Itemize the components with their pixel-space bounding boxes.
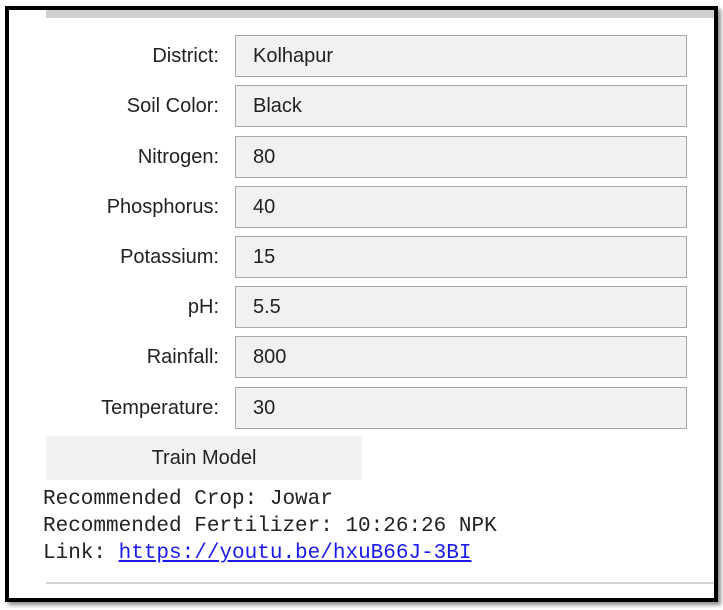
bottom-separator bbox=[46, 582, 714, 584]
district-row: District: bbox=[9, 35, 714, 79]
temperature-label: Temperature: bbox=[101, 397, 219, 419]
phosphorus-row: Phosphorus: bbox=[9, 186, 714, 230]
widget-panel: District: Soil Color: Nitrogen: Phosphor… bbox=[5, 6, 718, 602]
district-label: District: bbox=[152, 45, 219, 67]
link-label: Link: bbox=[43, 542, 119, 565]
phosphorus-input[interactable] bbox=[235, 186, 687, 228]
soil-color-label: Soil Color: bbox=[126, 95, 219, 117]
ph-input[interactable] bbox=[235, 286, 687, 328]
ph-label: pH: bbox=[187, 296, 219, 318]
potassium-row: Potassium: bbox=[9, 236, 714, 280]
output-area: Recommended Crop: Jowar Recommended Ferti… bbox=[43, 486, 497, 567]
phosphorus-label: Phosphorus: bbox=[106, 196, 219, 218]
potassium-input[interactable] bbox=[235, 236, 687, 278]
recommended-fertilizer-text: Recommended Fertilizer: 10:26:26 NPK bbox=[43, 515, 497, 538]
top-separator bbox=[46, 10, 714, 18]
recommended-crop-text: Recommended Crop: Jowar bbox=[43, 488, 333, 511]
rainfall-label: Rainfall: bbox=[146, 346, 219, 368]
nitrogen-row: Nitrogen: bbox=[9, 136, 714, 180]
video-link[interactable]: https://youtu.be/hxuB66J-3BI bbox=[118, 542, 472, 565]
rainfall-row: Rainfall: bbox=[9, 336, 714, 380]
nitrogen-label: Nitrogen: bbox=[137, 146, 219, 168]
temperature-input[interactable] bbox=[235, 387, 687, 429]
link-line: Link: https://youtu.be/hxuB66J-3BI bbox=[43, 540, 497, 567]
district-input[interactable] bbox=[235, 35, 687, 77]
soil-color-row: Soil Color: bbox=[9, 85, 714, 129]
nitrogen-input[interactable] bbox=[235, 136, 687, 178]
ph-row: pH: bbox=[9, 286, 714, 330]
train-model-button[interactable]: Train Model bbox=[46, 436, 362, 480]
potassium-label: Potassium: bbox=[120, 246, 219, 268]
temperature-row: Temperature: bbox=[9, 387, 714, 431]
rainfall-input[interactable] bbox=[235, 336, 687, 378]
soil-color-input[interactable] bbox=[235, 85, 687, 127]
